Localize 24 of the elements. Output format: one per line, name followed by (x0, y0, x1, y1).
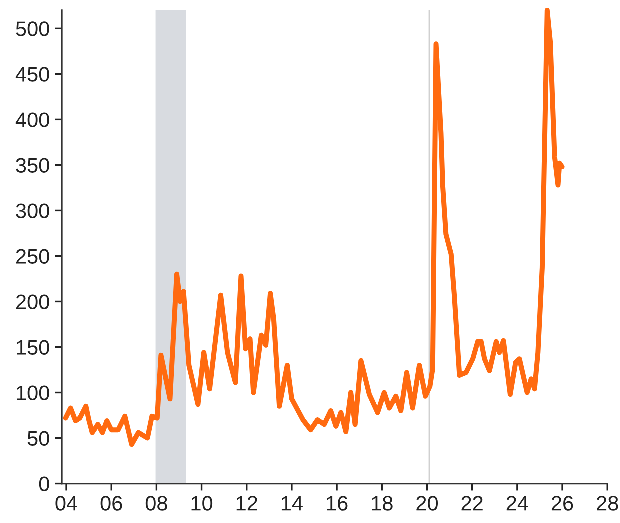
y-tick-label: 350 (16, 158, 50, 173)
y-tick-label: 450 (16, 67, 50, 82)
y-tick-label: 100 (17, 386, 50, 401)
x-tick-label: 22 (462, 496, 483, 511)
x-tick-label: 26 (552, 496, 574, 511)
y-tick-label: 400 (16, 112, 50, 128)
y-tick-label: 150 (17, 340, 50, 355)
y-tick-label: 300 (16, 204, 50, 218)
y-tick-label: 200 (16, 294, 50, 310)
y-tick-label: 500 (16, 22, 50, 36)
x-tick-label: 06 (100, 496, 122, 511)
x-tick-label: 12 (236, 496, 258, 511)
y-tick-label: 50 (28, 431, 50, 446)
y-tick-label: 250 (16, 249, 50, 264)
y-tick-label: 0 (39, 476, 50, 492)
x-tick-label: 10 (192, 496, 213, 511)
x-tick-label: 20 (416, 496, 438, 511)
x-tick-label: 28 (597, 496, 618, 511)
x-tick-label: 24 (506, 496, 528, 511)
x-tick-label: 14 (282, 496, 303, 511)
x-tick-label: 18 (372, 496, 393, 511)
x-tick-label: 04 (56, 496, 78, 511)
x-tick-label: 16 (327, 496, 348, 511)
x-tick-label: 08 (146, 496, 168, 511)
